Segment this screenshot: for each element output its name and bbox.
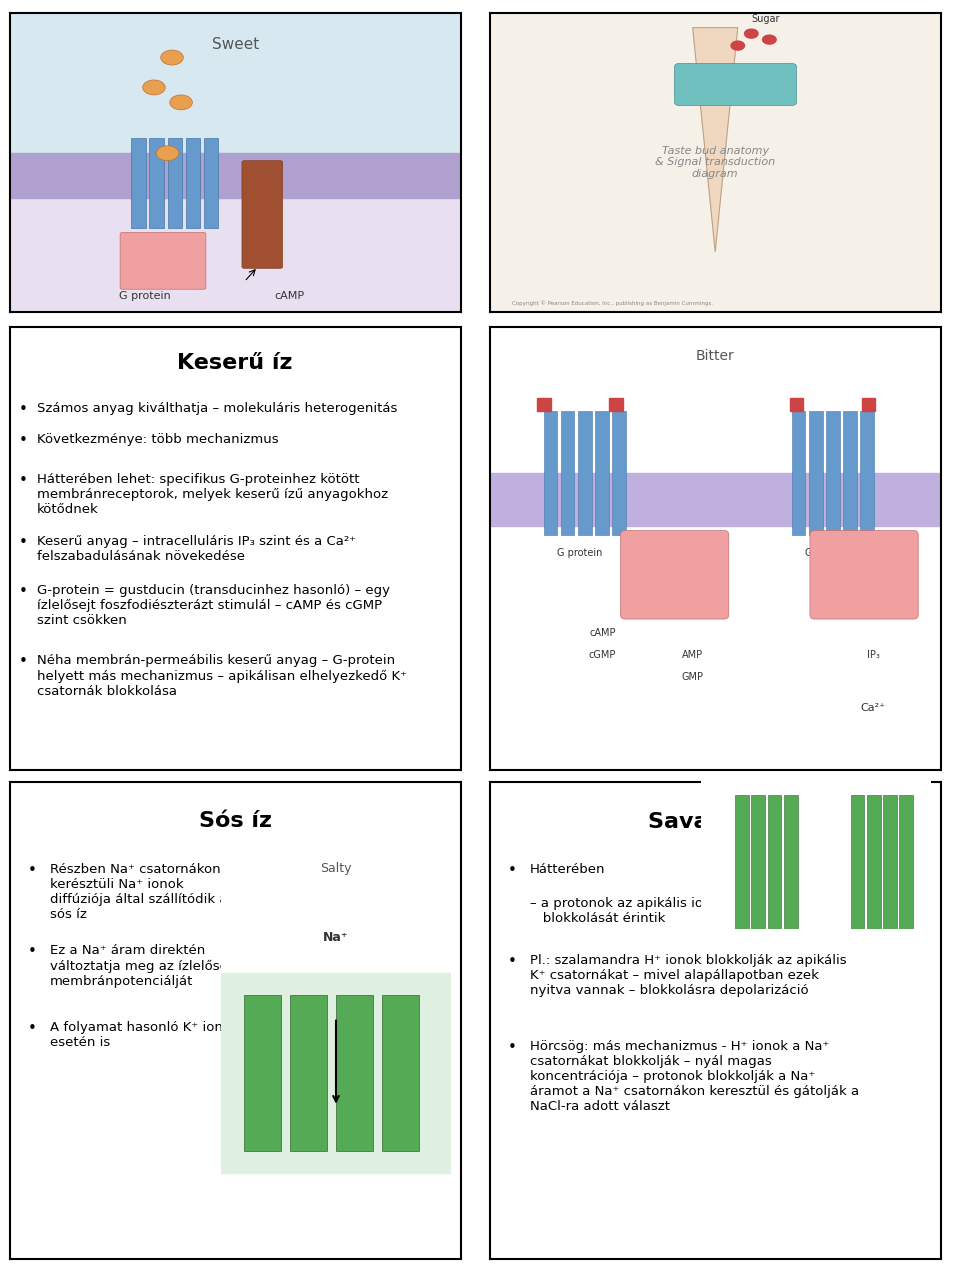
Text: Hátterében: Hátterében [530,864,606,876]
Text: Sugar: Sugar [752,14,780,24]
Circle shape [731,41,745,50]
Text: Signal-
transduction
pathway: Signal- transduction pathway [708,70,763,99]
Circle shape [143,80,165,95]
Circle shape [745,29,758,38]
Text: •: • [18,473,28,488]
Bar [132,139,146,228]
Text: A folyamat hasonló K⁺ ionok
esetén is: A folyamat hasonló K⁺ ionok esetén is [50,1020,239,1049]
Circle shape [170,95,192,109]
Text: Néha membrán-permeábilis keserű anyag – G-protein
helyett más mechanizmus – apik: Néha membrán-permeábilis keserű anyag – … [36,655,407,697]
Text: Pl.: szalamandra H⁺ ionok blokkolják az apikális
K⁺ csatornákat – mivel alapálla: Pl.: szalamandra H⁺ ionok blokkolják az … [530,954,847,997]
Text: Ez a Na⁺ áram direktén
változtatja meg az ízlelősejt
membránpotenciálját: Ez a Na⁺ áram direktén változtatja meg a… [50,944,237,987]
FancyBboxPatch shape [120,233,205,289]
Bar [899,795,913,929]
Bar [10,13,461,163]
Text: •: • [508,954,516,969]
Text: AC: AC [252,210,272,223]
Text: IP₃: IP₃ [867,650,879,660]
Bar [543,411,557,536]
Text: Sós íz: Sós íz [199,812,272,831]
Bar [221,973,451,1173]
Text: Hörcsög: más mechanizmus - H⁺ ionok a Na⁺
csatornákat blokkolják – nyál magas
ko: Hörcsög: más mechanizmus - H⁺ ionok a Na… [530,1040,859,1113]
Bar [336,995,372,1151]
Text: Számos anyag kiválthatja – molekuláris heterogenitás: Számos anyag kiválthatja – molekuláris h… [36,402,397,415]
Text: Na⁺: Na⁺ [324,931,348,944]
Text: •: • [18,584,28,599]
Text: Keserű anyag – intracelluláris IP₃ szint és a Ca²⁺
felszabadulásának növekedése: Keserű anyag – intracelluláris IP₃ szint… [36,536,356,563]
FancyBboxPatch shape [620,530,729,619]
Text: Ca²⁺: Ca²⁺ [860,703,886,714]
Bar [561,411,574,536]
Bar [578,411,591,536]
Text: Következménye: több mechanizmus: Következménye: több mechanizmus [36,434,278,446]
Bar [610,398,623,411]
Text: •: • [28,1020,36,1035]
Bar [843,411,857,536]
Bar [150,139,164,228]
Circle shape [762,36,776,45]
FancyBboxPatch shape [675,64,797,106]
Text: – a protonok az apikális ioncsatornák szivárgását vagy
   blokkolását érintik: – a protonok az apikális ioncsatornák sz… [530,897,894,925]
Bar [204,139,218,228]
Bar [490,473,941,527]
Bar [612,411,626,536]
Text: Taste bud anatomy
& Signal transduction
diagram: Taste bud anatomy & Signal transduction … [655,145,776,179]
Bar [595,411,609,536]
Text: G protein: G protein [805,548,851,558]
Text: AMP: AMP [682,650,704,660]
Bar [10,198,461,312]
Bar [290,995,326,1151]
Text: Keserű íz: Keserű íz [178,354,293,374]
Bar [783,795,798,929]
Bar [883,795,897,929]
Text: G-protein = gustducin (transducinhez hasonló) – egy
ízlelősejt foszfodiészterázt: G-protein = gustducin (transducinhez has… [36,584,390,627]
Bar [167,139,182,228]
Text: Bitter: Bitter [696,349,734,363]
Bar [827,411,840,536]
Bar [752,795,765,929]
Text: •: • [28,864,36,879]
Bar [809,411,823,536]
Text: •: • [18,434,28,448]
Circle shape [160,50,183,65]
Text: •: • [508,1040,516,1054]
Bar [768,795,781,929]
Text: •: • [18,402,28,417]
Bar [792,411,805,536]
Bar [867,795,880,929]
Text: G protein: G protein [557,548,603,558]
Text: GMP: GMP [682,672,704,682]
FancyBboxPatch shape [242,160,282,268]
Bar [382,995,419,1151]
Bar [10,153,461,198]
Text: Hátterében lehet: specifikus G-proteinhez kötött
membránreceptorok, melyek keser: Hátterében lehet: specifikus G-proteinhe… [36,473,388,516]
Text: cGMP: cGMP [588,650,616,660]
Text: cAMP: cAMP [275,291,304,301]
Text: PDE: PDE [660,569,688,581]
Text: •: • [28,944,36,959]
Text: Részben Na⁺ csatornákon
kerésztüli Na⁺ ionok
diffúziója által szállítódik a
sós : Részben Na⁺ csatornákon kerésztüli Na⁺ i… [50,864,228,921]
Text: G protein: G protein [119,291,171,301]
Text: Copyright © Pearson Education, Inc., publishing as Benjamin Cummings.: Copyright © Pearson Education, Inc., pub… [513,300,713,305]
Bar [862,398,876,411]
Bar [735,795,749,929]
Text: •: • [508,864,516,879]
Text: Savanyú íz: Savanyú íz [648,812,782,832]
Bar [244,995,280,1151]
FancyBboxPatch shape [810,530,918,619]
Bar [851,795,864,929]
Polygon shape [693,28,737,252]
Text: Salty: Salty [321,862,351,875]
Text: PLC: PLC [851,569,877,581]
Circle shape [156,146,179,160]
Bar [537,398,550,411]
Text: •: • [18,655,28,669]
Text: •: • [18,536,28,550]
Bar [790,398,804,411]
Text: cAMP: cAMP [589,628,615,639]
Bar [860,411,874,536]
Bar [185,139,200,228]
Text: Sweet: Sweet [211,37,259,52]
